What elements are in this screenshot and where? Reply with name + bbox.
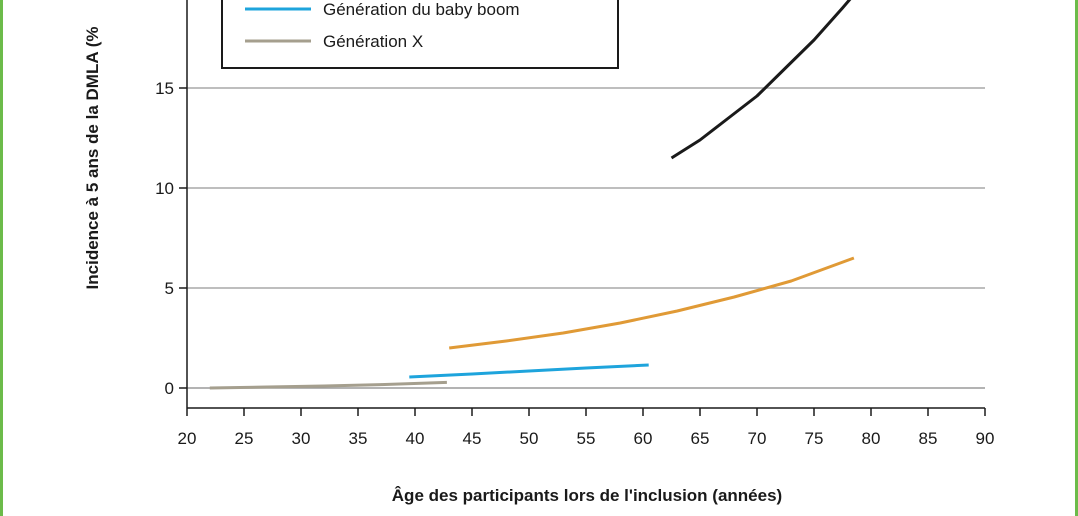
x-tick-label: 30: [292, 429, 311, 448]
y-tick-label: 5: [165, 279, 174, 298]
y-axis-title: Incidence à 5 ans de la DMLA (%: [83, 27, 102, 290]
line-chart: 0 5 10 15 20 25 30 35 40 45 50 55 60 65 70 75 80 85 90 Gén…: [83, 0, 994, 505]
series-line-1: [449, 256, 855, 350]
legend-label: Génération du baby boom: [323, 0, 520, 19]
x-axis-title: Âge des participants lors de l'inclusion…: [392, 486, 782, 505]
x-tick-label: 55: [577, 429, 596, 448]
series-line-2: [409, 363, 649, 379]
x-tick-label: 70: [748, 429, 767, 448]
x-tick-label: 65: [691, 429, 710, 448]
series-lines: [209, 0, 855, 390]
axes: 0 5 10 15 20 25 30 35 40 45 50 55 60 65 70 75 80 85 90: [155, 0, 994, 448]
x-tick-label: 60: [634, 429, 653, 448]
x-tick-label: 90: [976, 429, 995, 448]
y-tick-label: 10: [155, 179, 174, 198]
legend-box: [221, 0, 619, 69]
y-tick-label: 0: [165, 379, 174, 398]
x-tick-label: 35: [349, 429, 368, 448]
x-tick-label: 85: [919, 429, 938, 448]
y-tick-label: 15: [155, 79, 174, 98]
x-tick-label: 80: [862, 429, 881, 448]
legend: Génération du baby boom Génération X: [221, 0, 619, 69]
x-tick-label: 45: [463, 429, 482, 448]
x-tick-label: 25: [235, 429, 254, 448]
x-tick-label: 40: [406, 429, 425, 448]
legend-label: Génération X: [323, 32, 423, 51]
x-tick-label: 75: [805, 429, 824, 448]
gridlines: [187, 87, 985, 389]
x-tick-label: 50: [520, 429, 539, 448]
x-tick-label: 20: [178, 429, 197, 448]
series-line-3: [209, 380, 447, 390]
series-line-0: [670, 0, 852, 160]
